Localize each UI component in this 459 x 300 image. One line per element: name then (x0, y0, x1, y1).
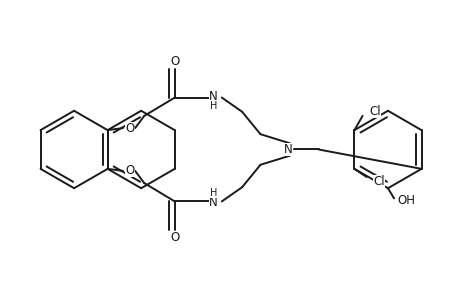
Text: H: H (209, 188, 217, 198)
Text: N: N (209, 196, 218, 209)
Text: O: O (125, 164, 134, 177)
Text: H: H (209, 101, 217, 111)
Text: O: O (125, 122, 134, 135)
Text: Cl: Cl (372, 175, 384, 188)
Text: O: O (170, 55, 179, 68)
Text: N: N (283, 143, 292, 156)
Text: OH: OH (397, 194, 414, 207)
Text: Cl: Cl (368, 105, 380, 118)
Text: O: O (170, 231, 179, 244)
Text: N: N (209, 90, 218, 103)
